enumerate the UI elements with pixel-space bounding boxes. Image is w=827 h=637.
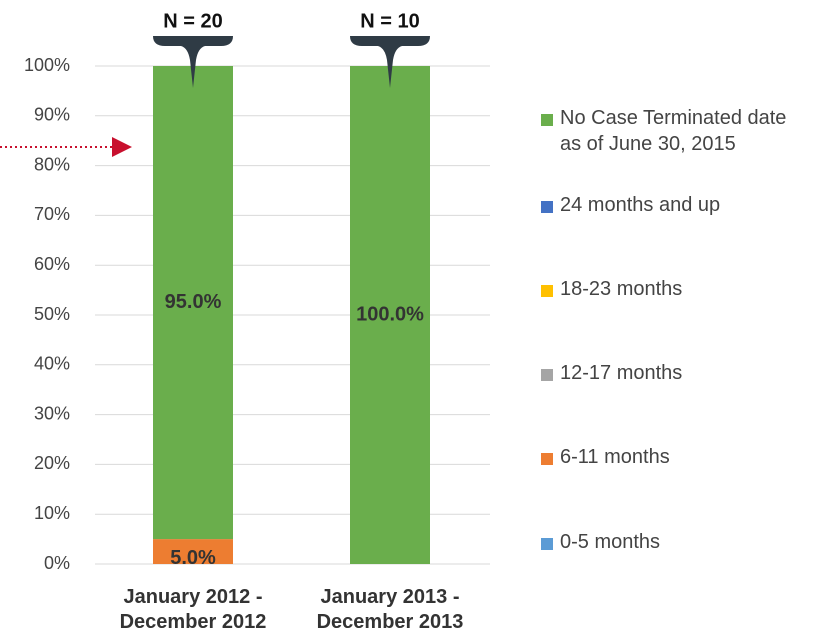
y-tick-label: 80% xyxy=(34,154,70,174)
y-tick-label: 70% xyxy=(34,204,70,224)
y-tick-label: 30% xyxy=(34,403,70,423)
n-badge xyxy=(350,36,430,88)
bar-segment xyxy=(153,66,233,540)
legend-label: 24 months and up xyxy=(560,194,721,216)
legend-swatch xyxy=(541,369,553,381)
n-label: N = 10 xyxy=(360,10,419,32)
legend-swatch xyxy=(541,285,553,297)
y-tick-label: 10% xyxy=(34,503,70,523)
legend-swatch xyxy=(541,453,553,465)
value-label: 95.0% xyxy=(165,291,222,313)
legend-swatch xyxy=(541,201,553,213)
legend-swatch xyxy=(541,114,553,126)
bar-segment xyxy=(153,539,233,564)
legend-label: 6-11 months xyxy=(560,446,670,468)
y-tick-label: 20% xyxy=(34,453,70,473)
y-tick-label: 50% xyxy=(34,304,70,324)
legend-label: 12-17 months xyxy=(560,362,683,384)
legend-label: No Case Terminated date as of June 30, 2… xyxy=(560,107,787,155)
y-tick-label: 100% xyxy=(24,55,70,75)
y-tick-label: 60% xyxy=(34,254,70,274)
x-tick-label: January 2012 - December 2012 xyxy=(119,586,267,633)
n-badge xyxy=(153,36,233,88)
bar-segment xyxy=(350,66,430,564)
value-label: 100.0% xyxy=(356,303,424,325)
y-tick-label: 0% xyxy=(44,553,70,573)
legend-label: 18-23 months xyxy=(560,278,683,300)
n-label: N = 20 xyxy=(163,10,222,32)
x-tick-label: January 2013 - December 2013 xyxy=(316,586,464,633)
legend-swatch xyxy=(541,538,553,550)
value-label: 5.0% xyxy=(170,547,216,569)
y-tick-label: 90% xyxy=(34,105,70,125)
y-tick-label: 40% xyxy=(34,354,70,374)
legend-label: 0-5 months xyxy=(560,531,661,553)
